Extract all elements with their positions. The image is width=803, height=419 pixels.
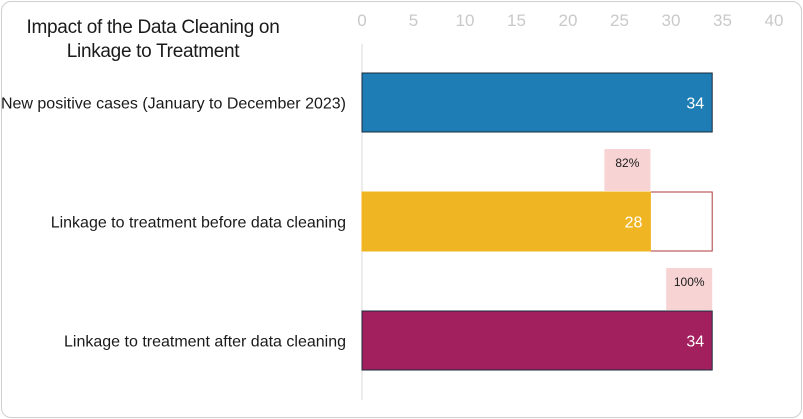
x-tick-label: 25 [610, 11, 629, 30]
x-tick-label: 30 [662, 11, 681, 30]
x-tick-label: 35 [713, 11, 732, 30]
percent-label: 100% [674, 275, 705, 289]
percent-label-box [604, 149, 651, 191]
x-tick-label: 0 [357, 11, 366, 30]
data-label: 34 [686, 96, 704, 113]
data-label: 28 [625, 215, 643, 232]
bar [361, 191, 651, 252]
category-label: Linkage to treatment before data cleanin… [51, 215, 346, 232]
category-label: New positive cases (January to December … [1, 96, 346, 113]
bar [361, 72, 713, 133]
percent-label: 82% [615, 156, 639, 170]
x-tick-label: 15 [507, 11, 526, 30]
bar [361, 310, 713, 371]
x-tick-label: 40 [765, 11, 784, 30]
chart-title: Impact of the Data Cleaning on Linkage t… [26, 17, 280, 62]
percent-label-box [666, 268, 713, 310]
category-label: Linkage to treatment after data cleaning [64, 334, 346, 351]
x-tick-label: 5 [409, 11, 418, 30]
data-label: 34 [686, 334, 704, 351]
x-tick-label: 10 [456, 11, 475, 30]
x-tick-label: 20 [559, 11, 578, 30]
